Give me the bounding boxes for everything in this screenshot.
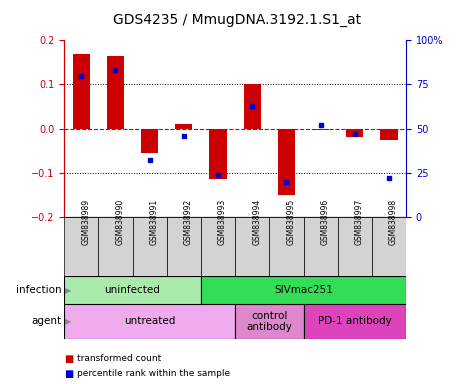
Bar [380,129,398,140]
Bar [209,129,227,179]
Bar [312,129,329,130]
Bar [133,217,167,276]
Text: GSM838998: GSM838998 [389,199,398,245]
Bar [64,304,235,339]
Text: GSM838989: GSM838989 [81,199,90,245]
Bar [304,217,338,276]
Text: GSM838993: GSM838993 [218,199,227,245]
Bar [98,217,133,276]
Text: GSM838997: GSM838997 [355,199,364,245]
Bar [201,217,235,276]
Text: control
antibody: control antibody [247,311,292,332]
Bar [235,217,269,276]
Text: transformed count: transformed count [77,354,162,363]
Bar [304,304,406,339]
Bar [175,124,192,129]
Bar [346,129,363,137]
Bar [141,129,158,153]
Bar [64,217,98,276]
Text: GSM838995: GSM838995 [286,199,295,245]
Text: ■: ■ [64,369,73,379]
Text: agent: agent [32,316,62,326]
Text: untreated: untreated [124,316,175,326]
Text: infection: infection [16,285,62,295]
Bar [201,276,406,304]
Bar [64,276,201,304]
Bar [244,84,261,129]
Text: GSM838990: GSM838990 [115,199,124,245]
Bar [269,217,304,276]
Bar [107,56,124,129]
Bar [167,217,201,276]
Bar [278,129,295,195]
Text: percentile rank within the sample: percentile rank within the sample [77,369,230,378]
Text: GDS4235 / MmugDNA.3192.1.S1_at: GDS4235 / MmugDNA.3192.1.S1_at [114,13,361,27]
Text: GSM838996: GSM838996 [321,199,330,245]
Text: uninfected: uninfected [104,285,161,295]
Text: ▶: ▶ [65,286,72,295]
Text: ▶: ▶ [65,317,72,326]
Text: GSM838994: GSM838994 [252,199,261,245]
Bar [372,217,406,276]
Text: GSM838992: GSM838992 [184,199,193,245]
Text: ■: ■ [64,354,73,364]
Text: SIVmac251: SIVmac251 [274,285,333,295]
Bar [235,304,304,339]
Bar [73,53,90,129]
Bar [338,217,372,276]
Text: GSM838991: GSM838991 [150,199,159,245]
Text: PD-1 antibody: PD-1 antibody [318,316,392,326]
